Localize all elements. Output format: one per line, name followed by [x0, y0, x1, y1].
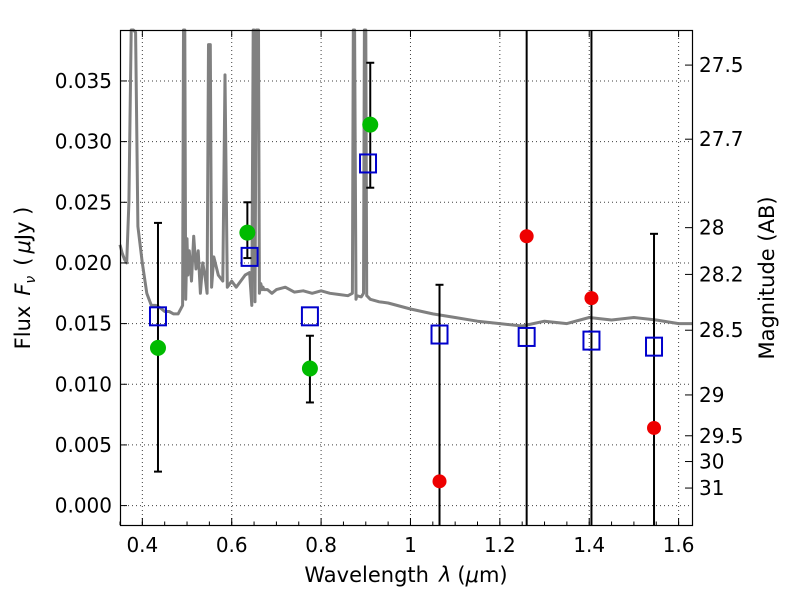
model-photometry-box	[300, 306, 319, 327]
spectrum-layer	[118, 28, 692, 328]
y2-axis-title: Magnitude (AB)	[755, 196, 779, 359]
observed-points-layer	[149, 116, 662, 489]
y2-tick-label: 29	[699, 383, 724, 407]
model-photometry-box	[517, 326, 536, 347]
y2-tick-label: 30	[699, 450, 724, 474]
y2-tick-label: 31	[699, 476, 724, 500]
x-tick-label: 0.8	[305, 533, 337, 557]
y-tick-label: 0.030	[55, 130, 112, 154]
errorbar-layer	[153, 30, 659, 525]
y2-tick-label: 29.5	[699, 424, 744, 448]
y2-tick-label: 27.5	[699, 53, 744, 77]
observed-point-green	[301, 360, 318, 377]
observed-point-red	[519, 229, 534, 244]
y-tick-label: 0.015	[55, 312, 112, 336]
model-photometry-box	[430, 324, 449, 345]
y-tick-label: 0.035	[55, 69, 112, 93]
y-tick-label: 0.005	[55, 433, 112, 457]
y2-tick-label: 27.7	[699, 127, 744, 151]
y-tick-label: 0.000	[55, 494, 112, 518]
model-photometry-box	[582, 330, 601, 351]
observed-point-red	[432, 474, 447, 489]
observed-point-green	[239, 224, 256, 241]
model-photometry-box	[240, 246, 259, 267]
y2-tick-label: 28.5	[699, 318, 744, 342]
x-axis-title: Wavelength λ (μm)	[304, 563, 507, 587]
tick-layer: 0.4 0.6 0.8 1 1.2 1.4 1.6 0.000 0.005 0.010 0.015 0…	[55, 30, 744, 557]
x-tick-label: 1.2	[484, 533, 516, 557]
observed-point-green	[149, 339, 166, 356]
plot-frame	[119, 29, 694, 527]
y2-tick-label: 28.2	[699, 262, 744, 286]
model-spectrum-line	[118, 28, 692, 328]
y-tick-label: 0.020	[55, 251, 112, 275]
x-tick-label: 1.6	[663, 533, 695, 557]
model-photometry-box	[645, 336, 664, 357]
x-tick-label: 1.4	[573, 533, 605, 557]
model-photometry-box	[148, 306, 167, 327]
y-axis-title: FluxFν(μJy )	[11, 207, 39, 350]
model-photometry-layer	[148, 153, 664, 357]
x-tick-label: 0.4	[126, 533, 158, 557]
observed-point-red	[647, 420, 662, 435]
grid-layer	[120, 30, 692, 525]
y-tick-label: 0.025	[55, 190, 112, 214]
x-tick-label: 1	[404, 533, 417, 557]
model-photometry-box	[359, 153, 378, 174]
y2-tick-label: 28	[699, 216, 724, 240]
observed-point-green	[362, 116, 379, 133]
observed-point-red	[584, 291, 599, 306]
y-tick-label: 0.010	[55, 372, 112, 396]
x-tick-label: 0.6	[216, 533, 248, 557]
